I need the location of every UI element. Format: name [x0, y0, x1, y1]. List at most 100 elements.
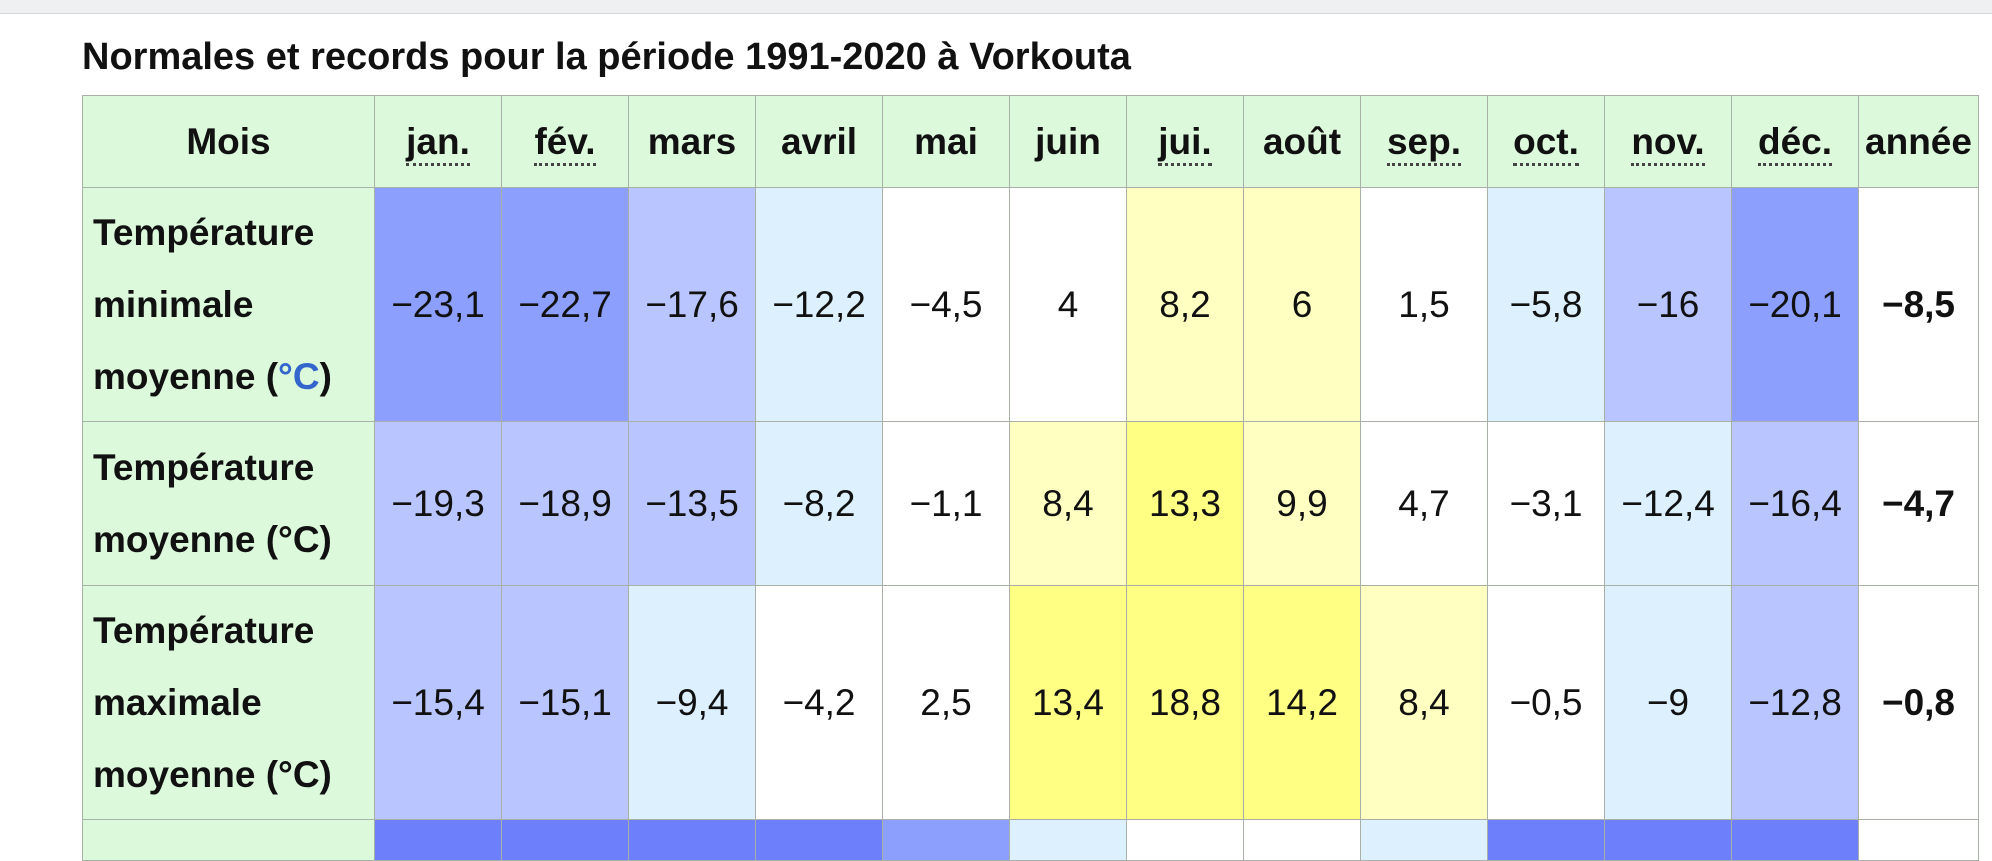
value-cell: −15,1: [501, 585, 629, 820]
value-cell: −19,3: [374, 421, 502, 586]
month-header[interactable]: déc.: [1731, 95, 1859, 188]
month-header: mai: [882, 95, 1010, 188]
row-label-line: moyenne (°C): [93, 753, 332, 795]
header-row: Mois jan. fév. mars avril mai juin jui. …: [82, 95, 1979, 188]
month-label: août: [1262, 120, 1342, 162]
month-label: fév.: [534, 120, 596, 166]
value-cell: −17,6: [628, 187, 756, 422]
month-header: avril: [755, 95, 883, 188]
value-cell: −13,5: [628, 421, 756, 586]
row-temp-min: Température minimale moyenne (°C) −23,1 …: [82, 187, 1979, 422]
row-label-line: Température: [93, 211, 315, 253]
month-header[interactable]: nov.: [1604, 95, 1732, 188]
month-header[interactable]: jui.: [1126, 95, 1244, 188]
value-cell: [1126, 819, 1244, 861]
month-label: avril: [780, 120, 858, 162]
month-label: jan.: [406, 120, 470, 166]
value-cell: −9: [1604, 585, 1732, 820]
row-label-line: Température: [93, 446, 315, 488]
value-cell: −3,1: [1487, 421, 1605, 586]
value-cell: −4,2: [755, 585, 883, 820]
value-cell: [628, 819, 756, 861]
value-cell: 6: [1243, 187, 1361, 422]
value-cell: −12,4: [1604, 421, 1732, 586]
value-cell: [1360, 819, 1488, 861]
row-label: Température moyenne (°C): [82, 421, 375, 586]
value-cell: −18,9: [501, 421, 629, 586]
year-value-cell: −4,7: [1858, 421, 1979, 586]
value-cell: [1243, 819, 1361, 861]
value-cell: 14,2: [1243, 585, 1361, 820]
year-value-cell: −8,5: [1858, 187, 1979, 422]
month-label: déc.: [1757, 120, 1833, 166]
row-temp-mean: Température moyenne (°C) −19,3 −18,9 −13…: [82, 421, 1979, 586]
month-label: mai: [914, 120, 978, 162]
value-cell: [755, 819, 883, 861]
browser-top-bar: [0, 0, 1992, 14]
value-cell: −15,4: [374, 585, 502, 820]
row-temp-max: Température maximale moyenne (°C) −15,4 …: [82, 585, 1979, 820]
value-cell: 13,3: [1126, 421, 1244, 586]
month-header[interactable]: oct.: [1487, 95, 1605, 188]
value-cell: −16: [1604, 187, 1732, 422]
month-label: sep.: [1386, 120, 1462, 166]
climate-table: Mois jan. fév. mars avril mai juin jui. …: [82, 95, 1979, 861]
value-cell: −0,5: [1487, 585, 1605, 820]
value-cell: −9,4: [628, 585, 756, 820]
value-cell: 9,9: [1243, 421, 1361, 586]
table-caption: Normales et records pour la période 1991…: [82, 36, 1131, 78]
value-cell: −8,2: [755, 421, 883, 586]
row-label-line: ): [319, 355, 332, 397]
row-label-line: minimale: [93, 283, 254, 325]
row-label: Température minimale moyenne (°C): [82, 187, 375, 422]
value-cell: −22,7: [501, 187, 629, 422]
row-label: [82, 819, 375, 861]
value-cell: −16,4: [1731, 421, 1859, 586]
year-header: année: [1858, 95, 1979, 188]
row-label: Température maximale moyenne (°C): [82, 585, 375, 820]
value-cell: 4,7: [1360, 421, 1488, 586]
value-cell: −5,8: [1487, 187, 1605, 422]
value-cell: −4,5: [882, 187, 1010, 422]
month-header[interactable]: sep.: [1360, 95, 1488, 188]
month-label: jui.: [1158, 120, 1212, 166]
month-label: nov.: [1631, 120, 1705, 166]
value-cell: −23,1: [374, 187, 502, 422]
value-cell: 4: [1009, 187, 1127, 422]
month-header[interactable]: fév.: [501, 95, 629, 188]
value-cell: −1,1: [882, 421, 1010, 586]
row-label-line: moyenne (: [93, 355, 279, 397]
month-label: oct.: [1513, 120, 1579, 166]
value-cell: [501, 819, 629, 861]
year-value-cell: [1858, 819, 1979, 861]
value-cell: 8,4: [1009, 421, 1127, 586]
value-cell: −20,1: [1731, 187, 1859, 422]
row-label-line: moyenne (°C): [93, 518, 332, 560]
unit-link[interactable]: °C: [278, 355, 320, 397]
value-cell: 18,8: [1126, 585, 1244, 820]
month-label: mars: [647, 120, 737, 162]
value-cell: [1487, 819, 1605, 861]
month-header[interactable]: jan.: [374, 95, 502, 188]
value-cell: [1731, 819, 1859, 861]
row-label-line: Température: [93, 609, 315, 651]
value-cell: −12,8: [1731, 585, 1859, 820]
month-header: mars: [628, 95, 756, 188]
value-cell: 8,4: [1360, 585, 1488, 820]
header-month-label: Mois: [82, 95, 375, 188]
value-cell: 13,4: [1009, 585, 1127, 820]
value-cell: [1009, 819, 1127, 861]
value-cell: −12,2: [755, 187, 883, 422]
row-label-line: maximale: [93, 681, 262, 723]
year-value-cell: −0,8: [1858, 585, 1979, 820]
value-cell: [882, 819, 1010, 861]
month-label: juin: [1035, 120, 1101, 162]
value-cell: [374, 819, 502, 861]
month-header: août: [1243, 95, 1361, 188]
row-partial: [82, 819, 1979, 861]
month-header: juin: [1009, 95, 1127, 188]
value-cell: 8,2: [1126, 187, 1244, 422]
value-cell: 1,5: [1360, 187, 1488, 422]
value-cell: 2,5: [882, 585, 1010, 820]
value-cell: [1604, 819, 1732, 861]
